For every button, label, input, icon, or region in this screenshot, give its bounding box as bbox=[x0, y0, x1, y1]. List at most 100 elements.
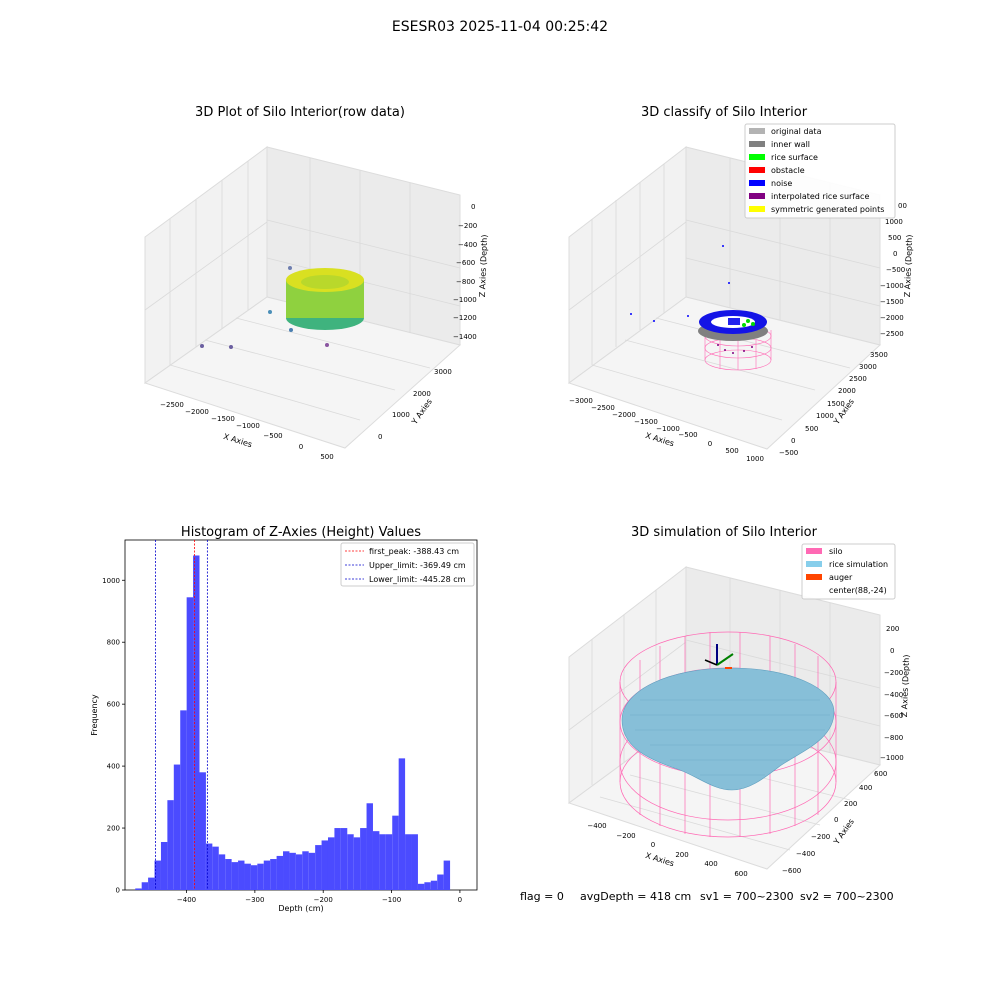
legend-swatch-noise bbox=[749, 180, 765, 186]
svg-text:1000: 1000 bbox=[746, 455, 764, 463]
raw-floor-pane bbox=[143, 296, 462, 449]
svg-text:−200: −200 bbox=[616, 832, 635, 840]
legend-label-symmetric: symmetric generated points bbox=[771, 205, 884, 214]
histogram-bar bbox=[148, 877, 155, 890]
panel-classify-3d: 3D classify of Silo Interior bbox=[567, 105, 914, 463]
svg-text:1000: 1000 bbox=[885, 218, 903, 226]
svg-text:3000: 3000 bbox=[434, 368, 452, 376]
simulation-legend: silo rice simulation auger center(88,-24… bbox=[801, 543, 896, 600]
simulation-rice-surface bbox=[621, 667, 835, 791]
histogram-x-tick-label: −100 bbox=[382, 896, 401, 904]
status-sv2: sv2 = 700~2300 bbox=[800, 890, 894, 903]
svg-text:−1000: −1000 bbox=[656, 425, 680, 433]
legend-swatch-interpolated bbox=[749, 193, 765, 199]
histogram-bar bbox=[327, 837, 335, 890]
panel-simulation-3d: 3D simulation of Silo Interior bbox=[567, 525, 911, 878]
svg-text:−2500: −2500 bbox=[591, 404, 615, 412]
svg-text:200: 200 bbox=[844, 800, 857, 808]
svg-text:−500: −500 bbox=[263, 432, 282, 440]
histogram-y-tick-label: 800 bbox=[107, 639, 120, 647]
legend-label-silo: silo bbox=[829, 547, 843, 556]
simulation-x-label: X Axies bbox=[644, 851, 675, 868]
legend-swatch-inner-wall bbox=[749, 141, 765, 147]
histogram-bar bbox=[167, 800, 174, 890]
histogram-bar bbox=[180, 710, 187, 890]
legend-label-rice-surface: rice surface bbox=[771, 153, 818, 162]
histogram-bar bbox=[405, 834, 412, 890]
svg-text:−200: −200 bbox=[458, 222, 477, 230]
svg-text:−500: −500 bbox=[678, 431, 697, 439]
svg-text:0: 0 bbox=[890, 647, 894, 655]
svg-text:0: 0 bbox=[893, 250, 897, 258]
classify-floor-pane bbox=[567, 296, 882, 450]
simulation-rice-mesh bbox=[630, 699, 830, 776]
histogram-bar bbox=[417, 883, 425, 890]
panel-raw-title: 3D Plot of Silo Interior(row data) bbox=[195, 105, 405, 120]
histogram-bar bbox=[366, 803, 373, 890]
svg-text:0: 0 bbox=[651, 841, 655, 849]
svg-text:0: 0 bbox=[378, 433, 382, 441]
histogram-x-tick-label: 0 bbox=[458, 896, 462, 904]
histogram-bar bbox=[295, 854, 303, 890]
classify-z-ticks: 1000 500 0 −500 −1000 −1500 −2000 −2500 bbox=[880, 218, 905, 338]
classify-x-label: X Axies bbox=[644, 431, 675, 448]
svg-text:−200: −200 bbox=[811, 833, 830, 841]
histogram-bar bbox=[218, 854, 226, 890]
status-sv1: sv1 = 700~2300 bbox=[700, 890, 794, 903]
histogram-bar bbox=[353, 837, 361, 890]
svg-text:−500: −500 bbox=[779, 449, 798, 457]
histogram-bar bbox=[308, 852, 316, 890]
panel-histogram: Histogram of Z-Axies (Height) Values −40… bbox=[90, 525, 478, 913]
histogram-bar bbox=[141, 882, 149, 890]
legend-swatch-original bbox=[749, 128, 765, 134]
panel-raw-3d: 3D Plot of Silo Interior(row data) −2500… bbox=[143, 105, 489, 461]
raw-y-ticks: 0 1000 2000 3000 bbox=[378, 368, 452, 441]
svg-text:400: 400 bbox=[859, 784, 872, 792]
svg-text:0: 0 bbox=[791, 437, 795, 445]
classify-rice-surface bbox=[742, 319, 755, 327]
legend-swatch-rice-simulation bbox=[806, 561, 822, 567]
histogram-bar bbox=[160, 841, 168, 890]
svg-text:−2000: −2000 bbox=[612, 411, 636, 419]
raw-scatter-points bbox=[200, 266, 329, 349]
histogram-marker-lines bbox=[155, 540, 208, 890]
classify-obstacle-block bbox=[728, 318, 740, 325]
svg-text:−2000: −2000 bbox=[185, 408, 209, 416]
svg-text:−1500: −1500 bbox=[880, 298, 904, 306]
histogram-bar bbox=[385, 834, 393, 890]
svg-text:−600: −600 bbox=[456, 259, 475, 267]
histogram-x-tick-label: −400 bbox=[177, 896, 196, 904]
histogram-bar bbox=[302, 851, 309, 890]
histogram-bar bbox=[283, 851, 290, 890]
svg-text:500: 500 bbox=[888, 234, 901, 242]
figure-suptitle: ESESR03 2025-11-04 00:25:42 bbox=[392, 19, 608, 35]
histogram-x-label: Depth (cm) bbox=[278, 904, 323, 913]
histogram-legend: first_peak: -388.43 cm Upper_limit: -369… bbox=[340, 542, 475, 587]
legend-label-inner-wall: inner wall bbox=[771, 140, 810, 149]
svg-text:−2500: −2500 bbox=[880, 330, 904, 338]
svg-text:−400: −400 bbox=[587, 822, 606, 830]
legend-swatch-rice-surface bbox=[749, 154, 765, 160]
histogram-bar bbox=[225, 859, 232, 890]
histogram-x-tick-label: −200 bbox=[314, 896, 333, 904]
histogram-bar bbox=[238, 860, 245, 890]
histogram-x-ticks: −400 −300 −200 −100 0 bbox=[177, 890, 462, 904]
histogram-bar bbox=[205, 843, 213, 890]
svg-text:200: 200 bbox=[886, 625, 899, 633]
svg-text:0: 0 bbox=[471, 203, 475, 211]
raw-ring-inner bbox=[301, 275, 349, 289]
legend-label-center: center(88,-24) bbox=[829, 586, 887, 595]
histogram-bar bbox=[173, 764, 181, 890]
histogram-bar bbox=[154, 860, 161, 890]
histogram-bar bbox=[392, 815, 399, 890]
svg-text:1000: 1000 bbox=[816, 412, 834, 420]
svg-text:−200: −200 bbox=[884, 669, 903, 677]
histogram-bar bbox=[372, 831, 380, 890]
legend-label-rice-simulation: rice simulation bbox=[829, 560, 888, 569]
svg-text:600: 600 bbox=[734, 870, 747, 878]
histogram-bar bbox=[250, 865, 258, 890]
svg-text:−1200: −1200 bbox=[453, 314, 477, 322]
status-avg-depth: avgDepth = 418 cm bbox=[580, 890, 691, 903]
svg-text:−800: −800 bbox=[884, 734, 903, 742]
svg-text:600: 600 bbox=[874, 770, 887, 778]
